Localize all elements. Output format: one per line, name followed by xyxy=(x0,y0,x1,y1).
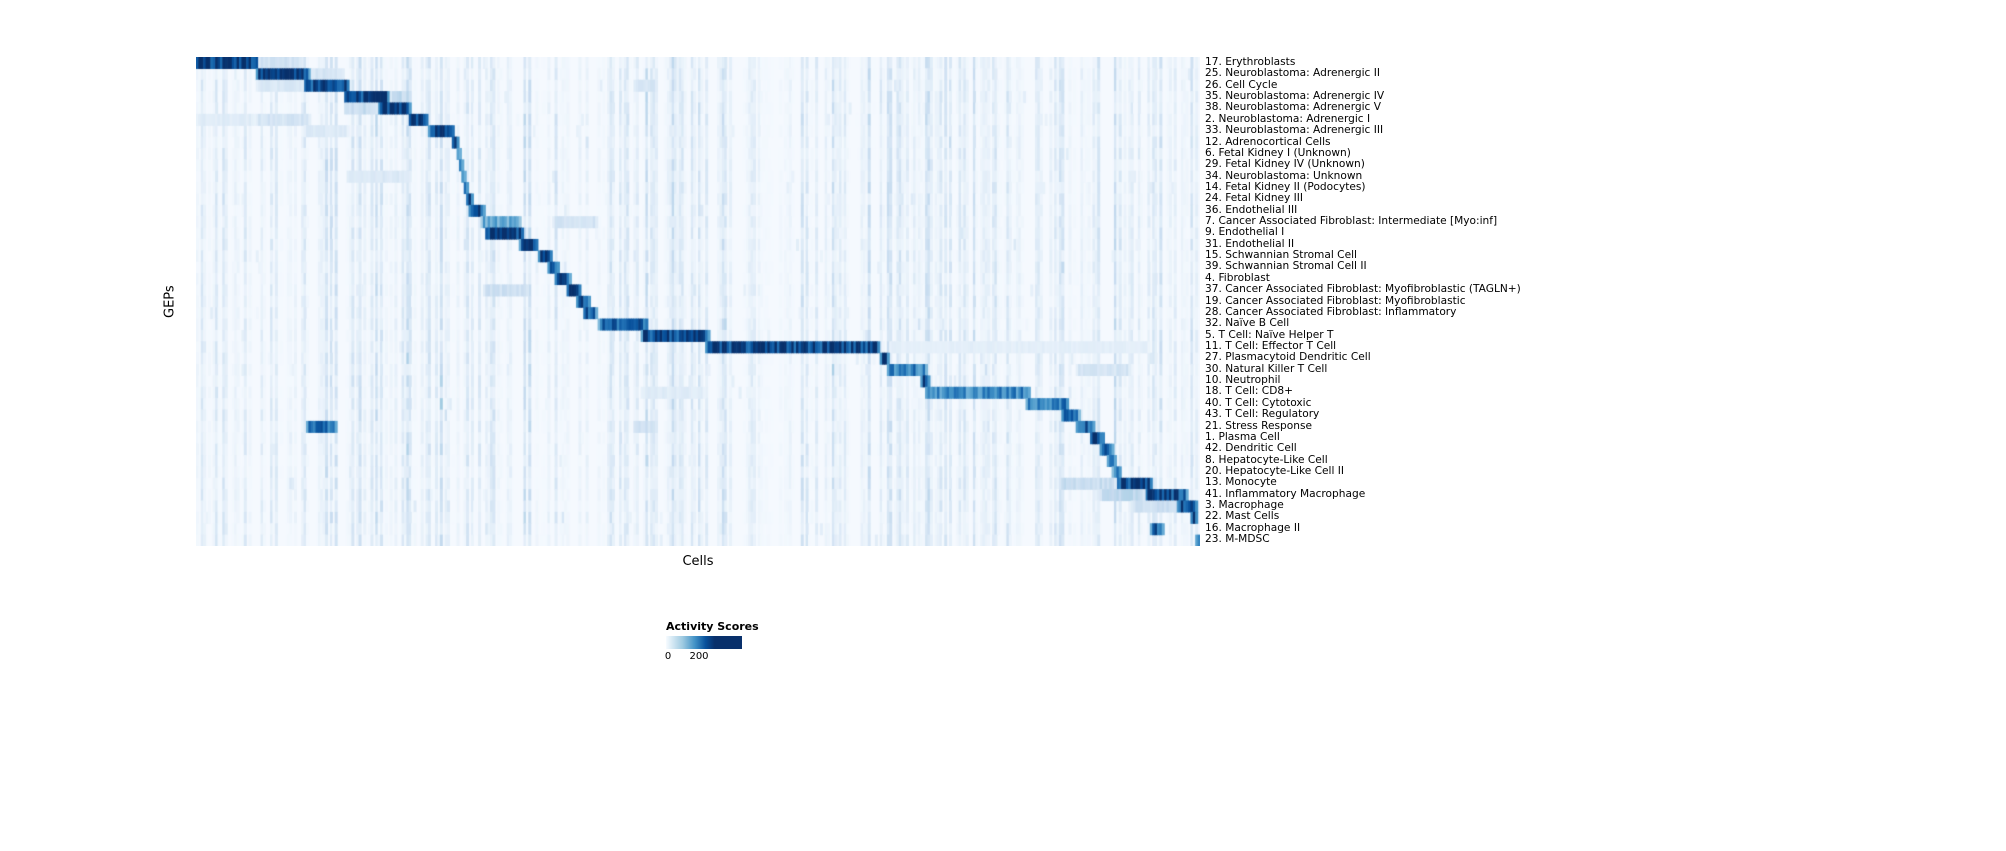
gep-row-label: 11. T Cell: Effector T Cell xyxy=(1205,339,1337,352)
gep-row-label: 9. Endothelial I xyxy=(1205,226,1285,239)
gep-row-label: 13. Monocyte xyxy=(1205,476,1277,489)
gep-row-label: 16. Macrophage II xyxy=(1205,521,1301,534)
gep-row-label: 29. Fetal Kidney IV (Unknown) xyxy=(1205,158,1365,171)
gep-row-label: 17. Erythroblasts xyxy=(1205,56,1296,68)
gep-row-labels: 17. Erythroblasts 25. Neuroblastoma: Adre… xyxy=(1205,56,1521,546)
gep-row-label: 26. Cell Cycle xyxy=(1205,78,1278,91)
gep-row-label: 14. Fetal Kidney II (Podocytes) xyxy=(1205,180,1366,193)
x-axis-label: Cells xyxy=(682,554,714,569)
gep-row-label: 3. Macrophage xyxy=(1205,499,1284,512)
gep-row-label: 41. Inflammatory Macrophage xyxy=(1205,487,1366,500)
gep-row-label: 30. Natural Killer T Cell xyxy=(1205,362,1328,375)
gep-row-label: 6. Fetal Kidney I (Unknown) xyxy=(1205,146,1351,159)
legend-title: Activity Scores xyxy=(666,620,759,633)
gep-row-label: 7. Cancer Associated Fibroblast: Interme… xyxy=(1205,215,1498,228)
gep-row-label: 28. Cancer Associated Fibroblast: Inflam… xyxy=(1205,305,1457,318)
gep-row-label: 15. Schwannian Stromal Cell xyxy=(1205,249,1357,262)
gep-row-label: 24. Fetal Kidney III xyxy=(1205,192,1304,205)
gep-row-label: 38. Neuroblastoma: Adrenergic V xyxy=(1205,101,1381,114)
gep-row-label: 5. T Cell: Naïve Helper T xyxy=(1205,328,1334,341)
gep-row-label: 33. Neuroblastoma: Adrenergic III xyxy=(1205,124,1384,137)
gep-row-label: 12. Adrenocortical Cells xyxy=(1205,135,1331,148)
gep-row-label: 19. Cancer Associated Fibroblast: Myofib… xyxy=(1205,294,1466,307)
colorbar-gradient xyxy=(666,636,742,649)
gep-row-label: 23. M-MDSC xyxy=(1205,533,1270,546)
gep-row-label: 20. Hepatocyte-Like Cell II xyxy=(1205,464,1345,477)
gep-row-label: 1. Plasma Cell xyxy=(1205,430,1280,443)
gep-row-label: 40. T Cell: Cytotoxic xyxy=(1205,396,1312,409)
gep-row-label: 2. Neuroblastoma: Adrenergic I xyxy=(1205,112,1371,125)
y-axis-label: GEPs xyxy=(162,285,178,318)
gep-row-label: 34. Neuroblastoma: Unknown xyxy=(1205,169,1363,182)
gep-row-label: 37. Cancer Associated Fibroblast: Myofib… xyxy=(1205,283,1521,296)
gep-row-label: 35. Neuroblastoma: Adrenergic IV xyxy=(1205,90,1385,103)
gep-row-label: 18. T Cell: CD8+ xyxy=(1205,385,1293,398)
colorbar-tick-min: 0 xyxy=(664,651,672,662)
gep-row-label: 22. Mast Cells xyxy=(1205,510,1280,523)
gep-row-label: 4. Fibroblast xyxy=(1205,271,1270,284)
gep-row-label: 21. Stress Response xyxy=(1205,419,1313,432)
heatmap-canvas xyxy=(196,57,1200,546)
gep-row-label: 10. Neutrophil xyxy=(1205,374,1281,387)
colorbar-ticks: 0 200 xyxy=(664,651,746,664)
gep-row-label: 36. Endothelial III xyxy=(1205,203,1298,216)
gep-row-label: 31. Endothelial II xyxy=(1205,237,1295,250)
gep-row-label: 25. Neuroblastoma: Adrenergic II xyxy=(1205,67,1380,80)
gep-row-label: 32. Naïve B Cell xyxy=(1205,317,1290,330)
colorbar-tick-max: 200 xyxy=(689,651,709,662)
gep-row-label: 39. Schwannian Stromal Cell II xyxy=(1205,260,1367,273)
gep-row-label: 27. Plasmacytoid Dendritic Cell xyxy=(1205,351,1371,364)
gep-row-label: 8. Hepatocyte-Like Cell xyxy=(1205,453,1328,466)
colorbar-legend: Activity Scores 0 200 xyxy=(664,620,759,664)
gep-row-label: 42. Dendritic Cell xyxy=(1205,442,1297,455)
gep-row-label: 43. T Cell: Regulatory xyxy=(1205,408,1320,421)
